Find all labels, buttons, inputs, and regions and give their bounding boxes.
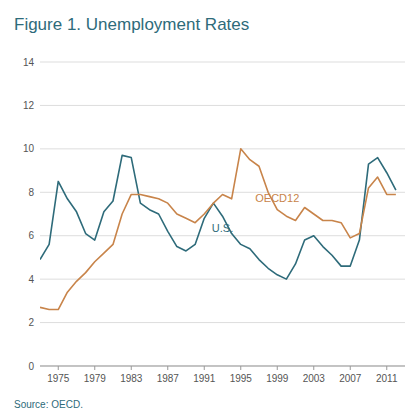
series-line	[40, 155, 396, 279]
y-tick-label: 8	[28, 187, 34, 198]
x-tick	[58, 366, 59, 370]
x-tick	[167, 366, 168, 370]
y-tick-label: 10	[23, 143, 35, 154]
x-tick	[131, 366, 132, 370]
x-tick-label: 2007	[339, 373, 362, 384]
grid-line	[40, 105, 405, 106]
x-tick-label: 2003	[303, 373, 326, 384]
x-tick	[386, 366, 387, 370]
x-tick-label: 1999	[266, 373, 289, 384]
x-tick-label: 1979	[84, 373, 107, 384]
x-tick	[94, 366, 95, 370]
series-label: OECD12	[255, 192, 299, 204]
y-tick-label: 2	[28, 317, 34, 328]
y-tick-label: 14	[23, 57, 35, 68]
chart: Figure 1. Unemployment Rates Source: OECD…	[0, 0, 420, 419]
grid	[40, 62, 405, 366]
y-tick-label: 4	[28, 274, 34, 285]
x-tick	[240, 366, 241, 370]
grid-line	[40, 235, 405, 236]
x-tick-label: 2011	[376, 373, 398, 384]
x-tick-label: 1995	[230, 373, 253, 384]
x-tick	[204, 366, 205, 370]
y-tick-label: 6	[28, 230, 34, 241]
x-tick	[350, 366, 351, 370]
x-tick-label: 1991	[193, 373, 216, 384]
grid-line	[40, 148, 405, 149]
title: Figure 1. Unemployment Rates	[14, 15, 249, 34]
x-tick-label: 1983	[120, 373, 143, 384]
grid-line	[40, 62, 405, 63]
x-tick-label: 1975	[47, 373, 70, 384]
x-tick-label: 1987	[157, 373, 180, 384]
plot-area	[40, 149, 396, 310]
series-label: U.S.	[212, 222, 233, 234]
y-tick-label: 12	[23, 100, 35, 111]
grid-line	[40, 279, 405, 280]
series-line	[40, 149, 396, 310]
x-tick	[313, 366, 314, 370]
grid-line	[40, 192, 405, 193]
source-note: Source: OECD.	[14, 399, 83, 410]
grid-line	[40, 322, 405, 323]
y-tick-label: 0	[28, 361, 34, 372]
x-tick	[277, 366, 278, 370]
